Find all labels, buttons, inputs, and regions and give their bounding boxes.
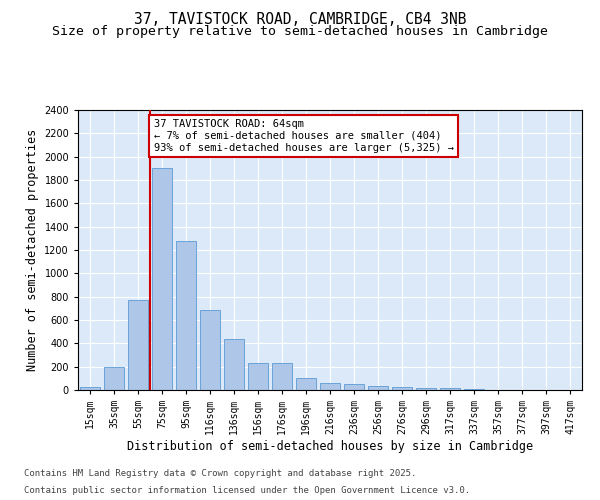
Bar xyxy=(176,240,196,390)
Bar xyxy=(440,388,460,390)
Bar xyxy=(392,386,412,390)
X-axis label: Distribution of semi-detached houses by size in Cambridge: Distribution of semi-detached houses by … xyxy=(127,440,533,453)
Text: Size of property relative to semi-detached houses in Cambridge: Size of property relative to semi-detach… xyxy=(52,25,548,38)
Bar xyxy=(248,363,268,390)
Bar xyxy=(224,339,244,390)
Bar xyxy=(296,378,316,390)
Bar xyxy=(368,386,388,390)
Bar xyxy=(272,363,292,390)
Bar xyxy=(152,168,172,390)
Text: Contains HM Land Registry data © Crown copyright and database right 2025.: Contains HM Land Registry data © Crown c… xyxy=(24,468,416,477)
Bar xyxy=(344,384,364,390)
Bar xyxy=(80,387,100,390)
Bar xyxy=(104,366,124,390)
Bar xyxy=(320,383,340,390)
Y-axis label: Number of semi-detached properties: Number of semi-detached properties xyxy=(26,129,38,371)
Text: 37, TAVISTOCK ROAD, CAMBRIDGE, CB4 3NB: 37, TAVISTOCK ROAD, CAMBRIDGE, CB4 3NB xyxy=(134,12,466,28)
Bar xyxy=(416,388,436,390)
Bar xyxy=(128,300,148,390)
Text: 37 TAVISTOCK ROAD: 64sqm
← 7% of semi-detached houses are smaller (404)
93% of s: 37 TAVISTOCK ROAD: 64sqm ← 7% of semi-de… xyxy=(154,120,454,152)
Bar xyxy=(200,310,220,390)
Text: Contains public sector information licensed under the Open Government Licence v3: Contains public sector information licen… xyxy=(24,486,470,495)
Bar xyxy=(464,389,484,390)
